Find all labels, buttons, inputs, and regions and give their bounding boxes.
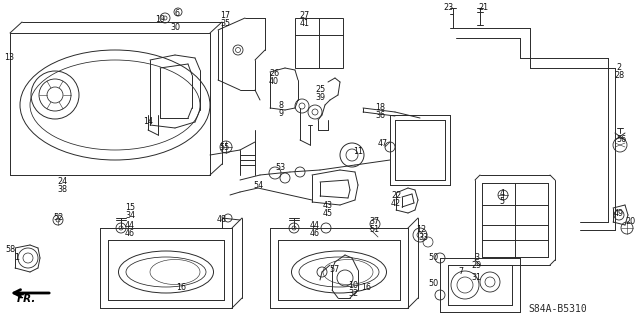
Text: 43: 43 xyxy=(323,201,333,210)
Text: 8: 8 xyxy=(278,101,283,110)
Text: 35: 35 xyxy=(220,20,230,28)
Text: 21: 21 xyxy=(478,4,488,12)
Text: 17: 17 xyxy=(220,12,230,20)
Text: 49: 49 xyxy=(614,210,624,219)
Text: 18: 18 xyxy=(375,103,385,113)
Text: 40: 40 xyxy=(269,76,279,85)
Text: 15: 15 xyxy=(125,204,135,212)
Text: 45: 45 xyxy=(323,209,333,218)
Text: 30: 30 xyxy=(170,22,180,31)
Text: 47: 47 xyxy=(378,139,388,148)
Text: 56: 56 xyxy=(616,135,626,145)
Text: 57: 57 xyxy=(329,266,339,275)
Text: 2: 2 xyxy=(617,63,622,73)
Text: 31: 31 xyxy=(471,274,481,283)
Text: 42: 42 xyxy=(391,199,401,209)
Text: 48: 48 xyxy=(217,215,227,225)
Text: 19: 19 xyxy=(155,15,165,25)
Text: 58: 58 xyxy=(5,244,15,253)
Text: 27: 27 xyxy=(300,12,310,20)
Text: 44: 44 xyxy=(125,220,135,229)
Text: 38: 38 xyxy=(57,186,67,195)
Text: 34: 34 xyxy=(125,212,135,220)
Text: 22: 22 xyxy=(391,191,401,201)
Text: 11: 11 xyxy=(353,148,363,156)
Text: 20: 20 xyxy=(625,218,635,227)
Text: 26: 26 xyxy=(269,68,279,77)
Text: 53: 53 xyxy=(275,164,285,172)
Text: 41: 41 xyxy=(300,20,310,28)
Text: 7: 7 xyxy=(459,268,464,276)
Bar xyxy=(295,18,343,68)
Text: 5: 5 xyxy=(499,196,505,205)
Text: 46: 46 xyxy=(310,228,320,237)
Text: 23: 23 xyxy=(443,4,453,12)
Text: 46: 46 xyxy=(125,228,135,237)
Text: 55: 55 xyxy=(220,143,230,153)
Text: 10: 10 xyxy=(348,281,358,290)
Text: 37: 37 xyxy=(369,218,379,227)
Text: 16: 16 xyxy=(361,283,371,292)
Text: 6: 6 xyxy=(175,9,180,18)
Text: 13: 13 xyxy=(4,53,14,62)
Text: 54: 54 xyxy=(253,180,263,189)
Text: 24: 24 xyxy=(57,178,67,187)
Text: 16: 16 xyxy=(176,283,186,292)
Text: FR.: FR. xyxy=(17,294,36,304)
Text: 36: 36 xyxy=(375,111,385,121)
Text: 25: 25 xyxy=(315,85,325,94)
Text: 50: 50 xyxy=(428,279,438,289)
Text: 39: 39 xyxy=(315,93,325,102)
Text: 28: 28 xyxy=(614,71,624,81)
Text: 44: 44 xyxy=(310,220,320,229)
Text: 33: 33 xyxy=(418,234,428,243)
Text: S84A-B5310: S84A-B5310 xyxy=(528,304,587,314)
Text: 52: 52 xyxy=(53,213,63,222)
Text: 32: 32 xyxy=(348,289,358,298)
Text: 51: 51 xyxy=(369,226,379,235)
Text: 1: 1 xyxy=(15,252,20,261)
Text: 12: 12 xyxy=(416,226,426,235)
Text: 4: 4 xyxy=(499,188,505,197)
Text: 29: 29 xyxy=(472,261,482,270)
Text: 50: 50 xyxy=(428,253,438,262)
Text: 14: 14 xyxy=(143,117,153,126)
Text: 3: 3 xyxy=(475,253,480,262)
Text: 9: 9 xyxy=(278,109,283,118)
